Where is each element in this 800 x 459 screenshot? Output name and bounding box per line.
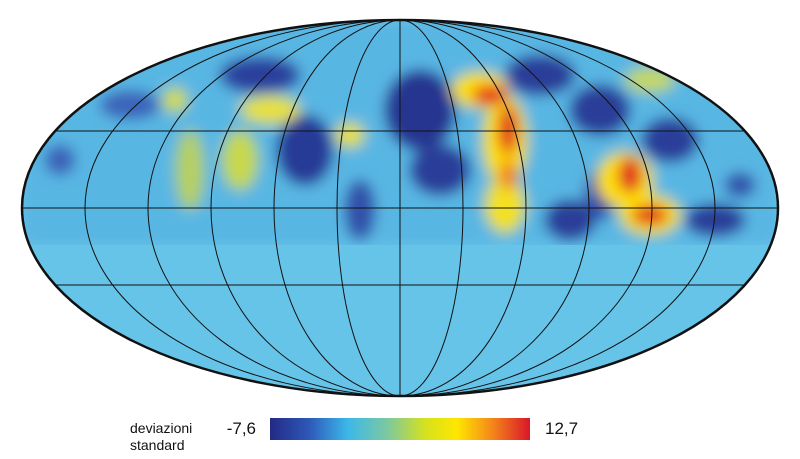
graticule <box>20 18 780 398</box>
colorbar-label: deviazioni <box>130 420 192 436</box>
colorbar <box>270 418 530 440</box>
colorbar-min-label: -7,6 <box>227 419 256 438</box>
colorbar-label: standard <box>130 437 184 453</box>
colorbar-max-label: 12,7 <box>545 419 578 438</box>
